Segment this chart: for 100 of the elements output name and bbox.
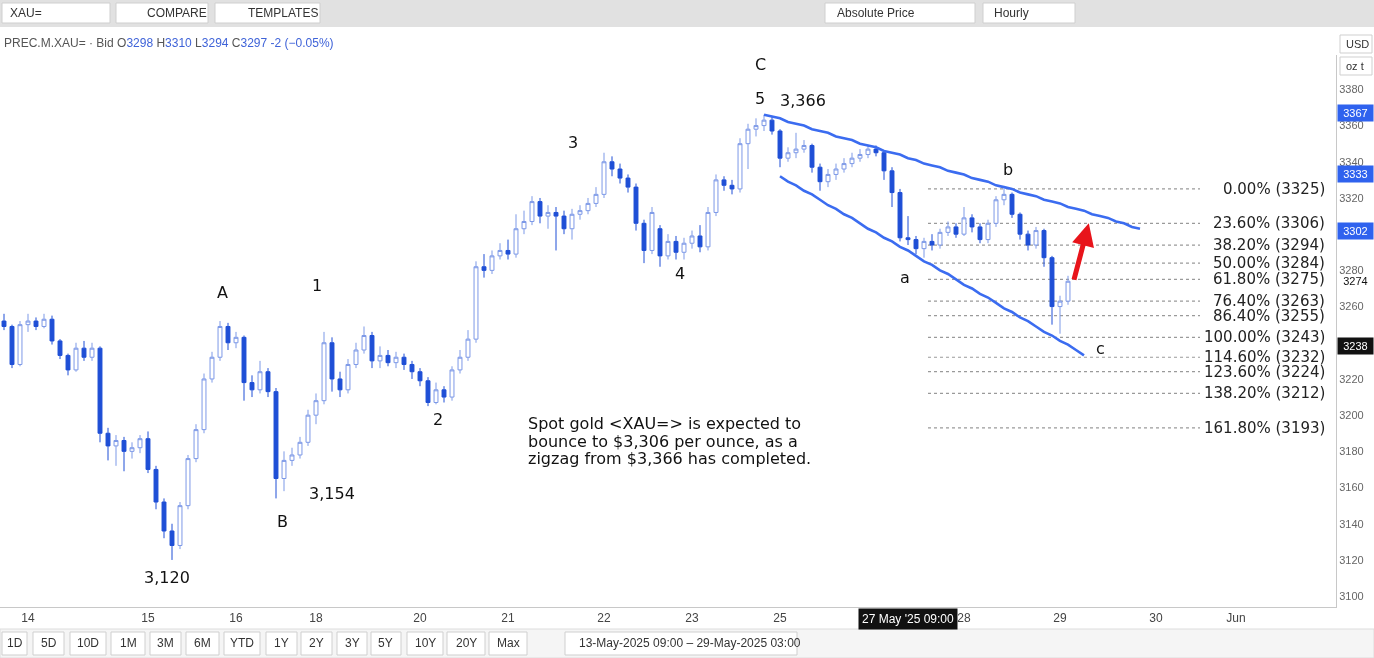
y-tick-label: 3220 [1339,372,1364,385]
candlestick [57,338,63,360]
candlestick [393,351,399,369]
candlestick [73,342,79,373]
y-tick-label: 3380 [1339,83,1364,96]
candlestick [329,336,335,393]
candlestick [945,221,951,237]
x-tick-label: 25 [773,611,787,626]
x-tick-label: 23 [685,611,699,626]
text: oz t [1346,60,1364,72]
candlestick [625,173,631,194]
candlestick [561,210,567,235]
annotation: 3 [568,133,579,152]
candlestick [201,373,207,434]
line-series [762,113,1142,231]
annotation: 3,154 [309,484,355,503]
ref-line-label: 38.20% (3294) [1213,236,1325,254]
candlestick [193,423,199,463]
annotation: c [1096,339,1105,358]
ref-line-label: 76.40% (3263) [1213,292,1325,310]
candlestick [265,367,271,398]
text: TEMPLATES [248,6,319,20]
candlestick [497,242,503,261]
annotation: 1 [312,276,323,295]
candlestick [145,430,151,474]
candlestick [385,349,391,367]
candlestick [305,409,311,447]
candlestick [361,325,367,355]
candlestick [433,382,439,405]
text: 13-May-2025 09:00 – 29-May-2025 03:00 [579,636,801,650]
y-tick-label: 3200 [1339,409,1364,422]
candlestick [417,367,423,387]
candlestick [841,157,847,174]
text: 10D [77,636,100,650]
text: 1Y [274,636,289,650]
candlestick [729,179,735,195]
candlestick [1049,255,1055,326]
candlestick [313,392,319,425]
candlestick [617,163,623,184]
y-tick-label: 3160 [1339,481,1364,494]
candlestick [849,152,855,168]
candlestick [889,166,895,208]
candlestick [913,235,919,255]
text: 3238 [1343,340,1368,352]
y-tick-label: 3180 [1339,445,1364,458]
candlestick [33,316,39,331]
candlestick [801,139,807,154]
candlestick [977,222,983,244]
candlestick [513,213,519,259]
text: 3Y [345,636,360,650]
candlestick [673,235,679,261]
candlestick [657,224,663,268]
candlestick [353,342,359,369]
candlestick [161,497,167,539]
annotation: 3302 [1343,225,1368,237]
candlestick [1001,188,1007,206]
y-tick-label: 3120 [1339,553,1364,566]
candlestick [473,260,479,344]
text: 20Y [456,636,478,650]
text: Absolute Price [837,6,915,20]
candlestick [713,173,719,217]
candlestick [1,313,7,331]
candlestick [1065,275,1071,306]
candlestick [921,237,927,259]
text: 5Y [378,636,393,650]
y-tick-label: 3320 [1339,191,1364,204]
candlestick [489,249,495,275]
candlestick [737,137,743,194]
annotation: 3367 [1343,107,1368,119]
candlestick [297,436,303,460]
candlestick [929,233,935,251]
candlestick [537,197,543,224]
candlestick [105,427,111,461]
candlestick [345,358,351,394]
y-tick-label: 3280 [1339,264,1364,277]
candlestick [937,228,943,250]
candlestick [545,204,551,230]
annotation: 3,366 [780,91,826,110]
candlestick [169,523,175,561]
annotation: A [217,283,228,302]
y-tick-label: 3340 [1339,155,1364,168]
candlestick [1017,211,1023,241]
candlestick [529,195,535,226]
ref-line-label: 0.00% (3325) [1223,180,1326,198]
text: COMPARE [147,6,207,20]
candlestick [25,313,31,333]
candlestick [465,329,471,362]
chart-title: PREC.M.XAU= · Bid O3298 H3310 L3294 C3297 -2 (−0.05%) [4,36,334,51]
candlestick [817,163,823,192]
candlestick [1041,228,1047,268]
candlestick [273,387,279,499]
candlestick [953,222,959,239]
ref-line-label: 114.60% (3232) [1204,348,1326,366]
candlestick [1033,226,1039,250]
y-tick-label: 3140 [1339,517,1364,530]
candlestick [425,376,431,407]
candlestick [9,324,15,369]
text: 1D [7,636,23,650]
y-tick-label: 3260 [1339,300,1364,313]
text: 3274 [1343,275,1368,287]
